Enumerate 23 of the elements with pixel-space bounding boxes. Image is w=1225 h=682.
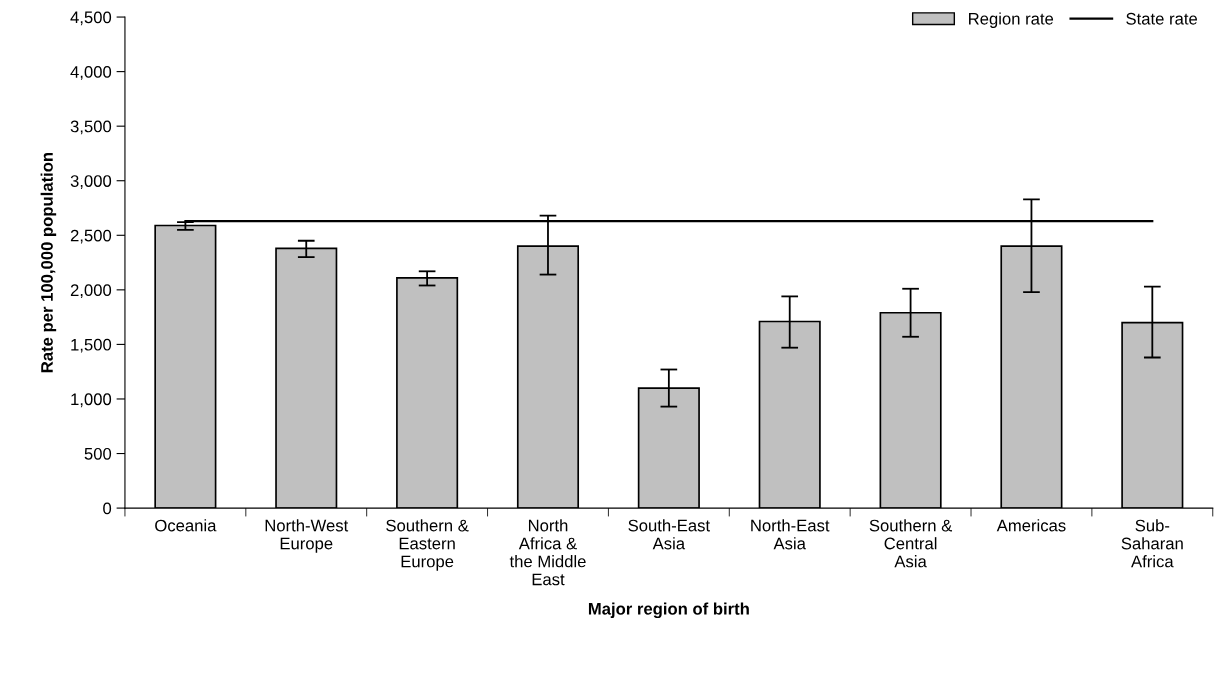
y-tick-label: 2,500 bbox=[70, 229, 112, 244]
y-tick-label: 3,500 bbox=[70, 120, 112, 135]
y-tick-label: 1,500 bbox=[71, 338, 112, 353]
x-axis-title: Major region of birth bbox=[588, 602, 749, 619]
y-tick-label: 3,000 bbox=[70, 175, 112, 189]
y-axis-title: Rate per 100,000 population bbox=[40, 152, 57, 373]
y-tick-label: 4,500 bbox=[70, 11, 112, 26]
x-tick-label: North-East Asia bbox=[751, 519, 830, 550]
legend-label: Region rate bbox=[969, 12, 1054, 28]
legend-label: State rate bbox=[1126, 12, 1198, 25]
y-tick-label: 1,000 bbox=[71, 393, 112, 408]
x-tick-label: North-West Europe bbox=[265, 519, 349, 553]
x-tick-label: Sub- Saharan Africa bbox=[1121, 519, 1183, 568]
y-tick-label: 500 bbox=[84, 447, 112, 460]
y-tick-label: 4,000 bbox=[70, 66, 112, 80]
x-tick-label: North Africa & the Middle East bbox=[509, 519, 586, 586]
x-tick-label: Southern & Central Asia bbox=[869, 519, 953, 568]
x-tick-label: Oceania bbox=[155, 519, 217, 532]
x-tick-label: South-East Asia bbox=[628, 519, 710, 550]
y-tick-label: 0 bbox=[103, 502, 112, 515]
x-tick-label: Americas bbox=[996, 519, 1066, 532]
x-tick-label: Southern & Eastern Europe bbox=[386, 519, 469, 571]
y-tick-label: 2,000 bbox=[70, 284, 112, 299]
